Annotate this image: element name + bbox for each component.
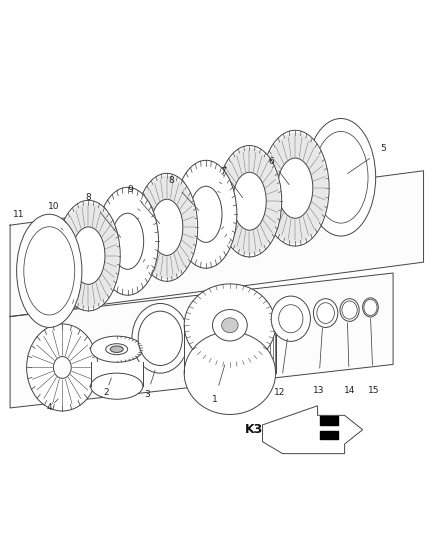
Ellipse shape — [342, 301, 357, 319]
Ellipse shape — [190, 186, 222, 243]
Polygon shape — [320, 416, 338, 425]
Ellipse shape — [137, 175, 196, 279]
Ellipse shape — [91, 373, 143, 399]
Ellipse shape — [278, 158, 313, 218]
Ellipse shape — [363, 298, 378, 317]
Text: 13: 13 — [312, 386, 324, 395]
Ellipse shape — [184, 332, 276, 415]
Text: 10: 10 — [48, 203, 60, 212]
Text: 5: 5 — [381, 144, 386, 154]
Ellipse shape — [222, 318, 238, 333]
Text: 8: 8 — [168, 176, 174, 185]
Ellipse shape — [106, 344, 128, 354]
Text: 11: 11 — [13, 210, 25, 219]
Ellipse shape — [184, 284, 276, 367]
Ellipse shape — [212, 310, 247, 341]
Ellipse shape — [58, 203, 119, 309]
Ellipse shape — [314, 298, 338, 327]
Text: 14: 14 — [344, 386, 355, 395]
Polygon shape — [91, 362, 143, 386]
Text: 15: 15 — [368, 386, 379, 395]
Ellipse shape — [262, 133, 328, 244]
Ellipse shape — [53, 357, 71, 378]
Ellipse shape — [151, 199, 183, 255]
Ellipse shape — [364, 300, 377, 316]
Ellipse shape — [271, 296, 311, 341]
Polygon shape — [10, 273, 393, 408]
Text: 8: 8 — [85, 193, 91, 202]
Ellipse shape — [219, 148, 280, 255]
Ellipse shape — [314, 132, 368, 223]
Polygon shape — [262, 406, 363, 454]
Text: 4: 4 — [46, 403, 52, 413]
Ellipse shape — [24, 227, 75, 315]
Text: 12: 12 — [274, 388, 286, 397]
Ellipse shape — [110, 346, 123, 352]
Ellipse shape — [340, 298, 359, 321]
Text: 2: 2 — [103, 388, 109, 397]
Ellipse shape — [72, 227, 105, 285]
Ellipse shape — [57, 200, 120, 311]
Text: 6: 6 — [268, 157, 274, 166]
Polygon shape — [184, 325, 276, 373]
Text: 9: 9 — [127, 184, 133, 193]
Polygon shape — [320, 431, 338, 439]
Ellipse shape — [91, 336, 143, 362]
Ellipse shape — [175, 160, 237, 268]
Ellipse shape — [217, 146, 282, 257]
Text: K3: K3 — [245, 423, 263, 436]
Ellipse shape — [306, 118, 376, 236]
Ellipse shape — [261, 130, 329, 246]
Ellipse shape — [279, 305, 303, 333]
Ellipse shape — [233, 172, 266, 230]
Ellipse shape — [317, 303, 334, 324]
Text: 1: 1 — [212, 395, 218, 403]
Text: 3: 3 — [144, 390, 150, 399]
Ellipse shape — [132, 303, 188, 373]
Ellipse shape — [136, 173, 198, 281]
Ellipse shape — [97, 187, 159, 295]
Ellipse shape — [112, 213, 144, 269]
Ellipse shape — [138, 311, 182, 366]
Polygon shape — [10, 171, 424, 317]
Ellipse shape — [17, 214, 82, 327]
Ellipse shape — [27, 324, 98, 411]
Text: 7: 7 — [220, 167, 226, 176]
